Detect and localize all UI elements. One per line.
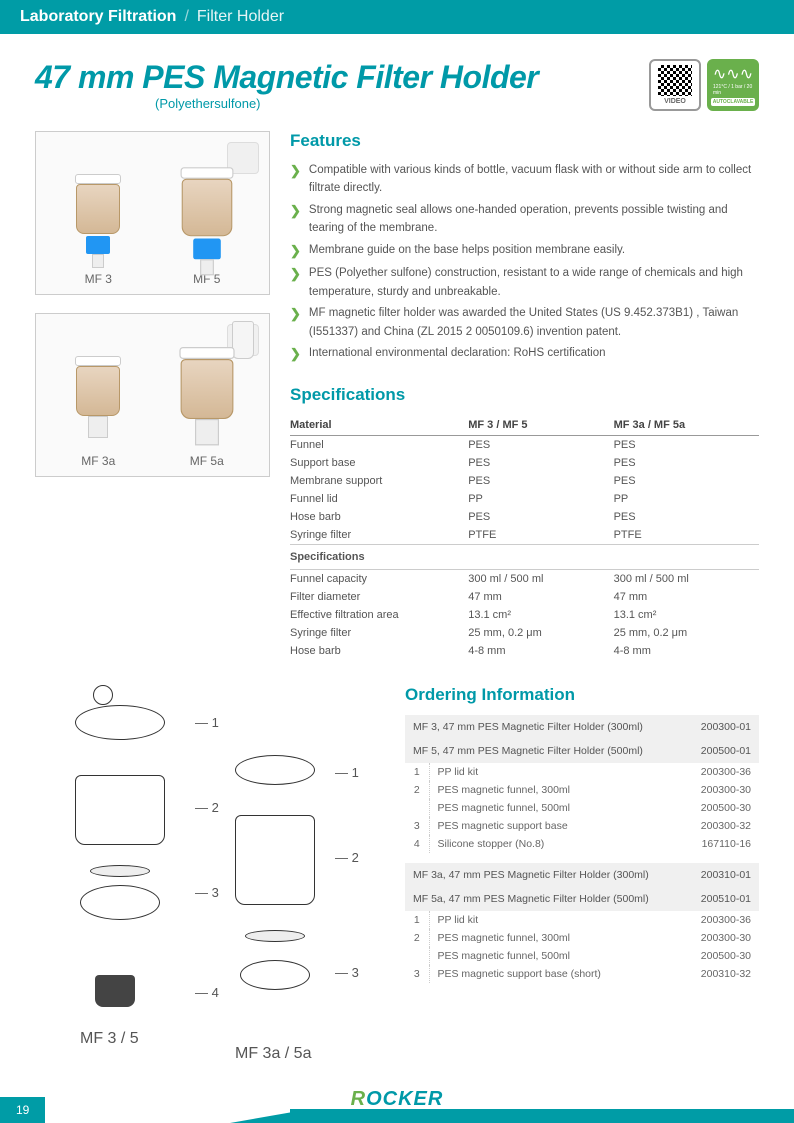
title-row: 47 mm PES Magnetic Filter Holder (Polyet… [35, 59, 759, 111]
product-image-box-2: MF 3aMF 5a [35, 313, 270, 477]
ordering-table: MF 3, 47 mm PES Magnetic Filter Holder (… [405, 715, 759, 983]
header-section: Filter Holder [197, 8, 284, 26]
page-footer: 19 ROCKER [0, 1085, 794, 1123]
product-image-box-1: MF 3MF 5 [35, 131, 270, 295]
steam-icon: ∿∿∿ [713, 64, 753, 84]
chevron-icon: ❯ [290, 304, 301, 341]
qr-icon [658, 65, 692, 96]
features-title: Features [290, 131, 759, 151]
chevron-icon: ❯ [290, 201, 301, 238]
chevron-icon: ❯ [290, 344, 301, 365]
chevron-icon: ❯ [290, 264, 301, 301]
brand-logo: ROCKER [351, 1088, 444, 1111]
page-subtitle: (Polyethersulfone) [155, 96, 639, 111]
page-number: 19 [0, 1097, 45, 1123]
chevron-icon: ❯ [290, 161, 301, 198]
exploded-diagram: — 1 — 2 — 3 — 4 — 1 — 2 — 3 MF 3 / 5 MF … [35, 685, 395, 1065]
page-title: 47 mm PES Magnetic Filter Holder [35, 59, 639, 96]
ordering-title: Ordering Information [405, 685, 759, 705]
chevron-icon: ❯ [290, 241, 301, 262]
specs-table: MaterialMF 3 / MF 5MF 3a / MF 5a FunnelP… [290, 415, 759, 660]
specs-title: Specifications [290, 385, 759, 405]
header-bar: Laboratory Filtration / Filter Holder [0, 0, 794, 34]
video-badge[interactable]: VIDEO [649, 59, 701, 111]
header-category: Laboratory Filtration [20, 8, 176, 26]
autoclavable-badge: ∿∿∿ 121°C / 1 bar / 20 min AUTOCLAVABLE [707, 59, 759, 111]
features-list: ❯Compatible with various kinds of bottle… [290, 161, 759, 365]
